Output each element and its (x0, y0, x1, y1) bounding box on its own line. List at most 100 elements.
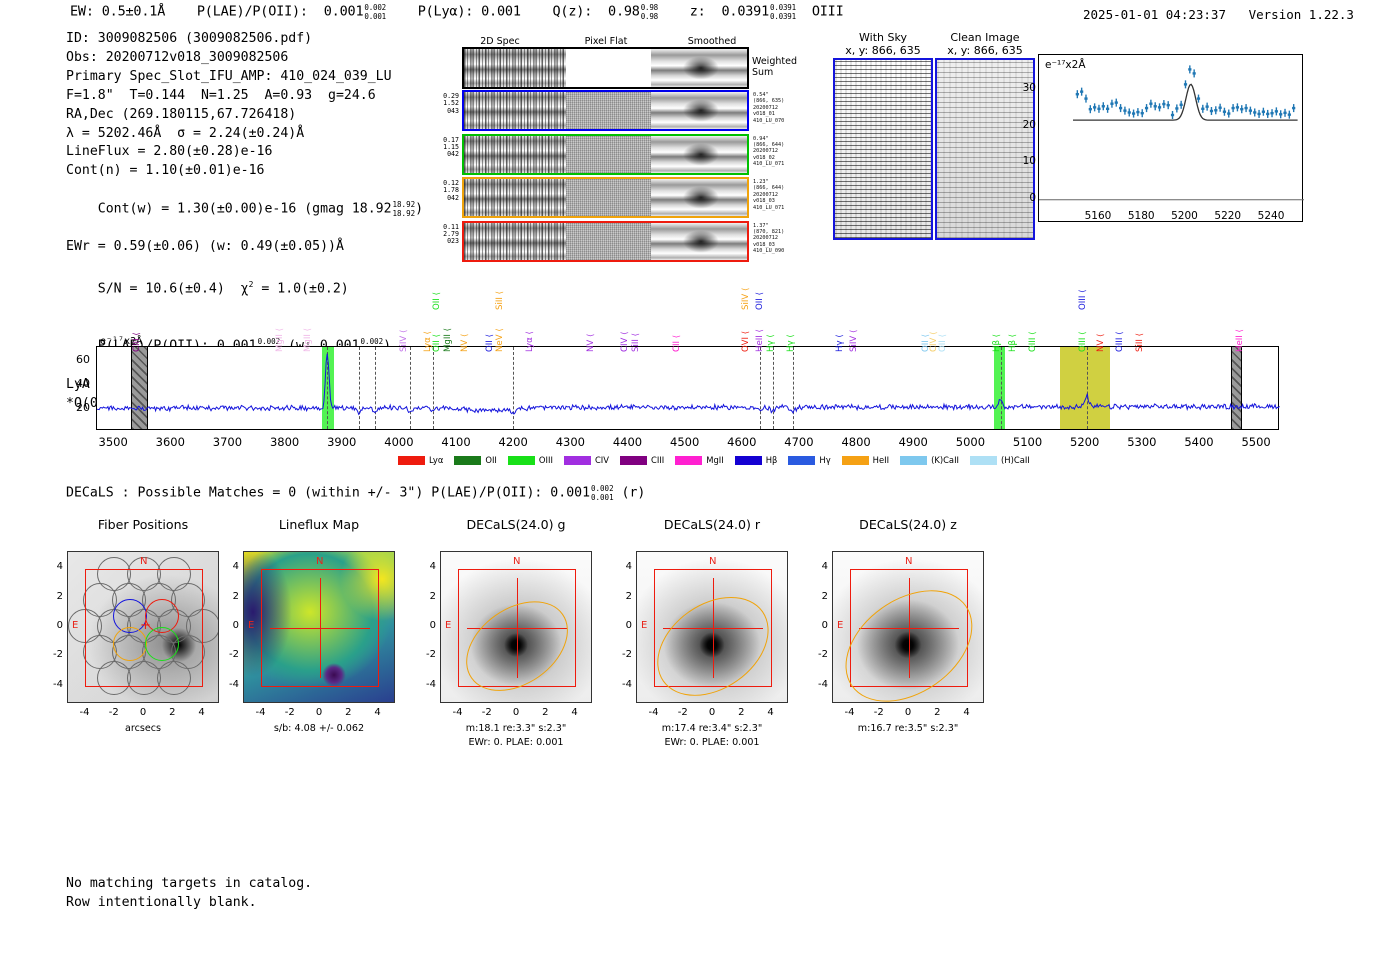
cutout-xtick: 0 (315, 707, 323, 718)
fiber-meta-value: 410_LU_071 (753, 161, 785, 168)
legend-entry: HeII (841, 455, 889, 465)
spectrum-line-label: Hγ ⟨ (766, 334, 777, 352)
spectrum-xtick: 5300 (1127, 435, 1157, 449)
spectrum-xtick: 4700 (784, 435, 814, 449)
cutout-xtick: 2 (738, 707, 745, 718)
cutout-caption-1: m:16.7 re:3.5" s:2.3" (857, 723, 959, 734)
header-plya: P(Lyα): 0.001 (417, 3, 521, 20)
cutout-ytick: 0 (429, 620, 436, 631)
crosshair-horizontal (466, 628, 568, 629)
full-spectrum-plot (96, 346, 1280, 430)
fiber-pixelflat (565, 135, 651, 173)
fiber-metric-value: 043 (447, 106, 459, 115)
spectrum-line-marker (759, 347, 761, 429)
legend-swatch (841, 455, 869, 465)
legend-label: CIV (594, 455, 609, 465)
legend-swatch (900, 455, 928, 465)
info-seeing: F=1.8" T=0.144 N=1.25 A=0.93 g=24.6 (66, 87, 376, 103)
spectrum-line-label: SiIV ⟨ (399, 329, 410, 352)
legend-swatch (788, 455, 816, 465)
fiber-meta-value: v018_02 (753, 154, 775, 161)
legend-swatch (970, 455, 998, 465)
spectrum-xtick: 5500 (1241, 435, 1271, 449)
fiber-metric-value: 1.78 (443, 186, 459, 195)
fiber-meta-value: 20200712 (753, 148, 778, 155)
legend-label: (K)CaII (931, 455, 960, 465)
zoomplot-unit-label: e⁻¹⁷x2Å (1045, 59, 1086, 71)
crosshair-vertical (320, 577, 321, 679)
spectrum-line-marker (1000, 347, 1002, 429)
header-version: Version 1.22.3 (1248, 7, 1354, 22)
cutout-pixels (244, 552, 394, 702)
zoomplot-canvas (1039, 65, 1304, 201)
spectrum-xtick: 3500 (98, 435, 128, 449)
cutout-caption-1: s/b: 4.08 +/- 0.062 (273, 723, 365, 734)
aperture-rect (850, 569, 968, 687)
fiber-meta-value: (866, 635) (753, 98, 785, 105)
spectrum-masked-band (1231, 347, 1242, 429)
cutout-xtick: -2 (284, 707, 295, 718)
spectrum-line-label: Lyα ⟨ (525, 331, 536, 352)
spectrum-line-label: SiII ⟨ (494, 291, 505, 310)
spectrum-line-label: OVI ⟨ (740, 330, 751, 352)
aperture-rect (458, 569, 576, 687)
info-id: ID: 3009082506 (3009082506.pdf) (66, 31, 313, 46)
info-snr: S/N = 10.6(±0.4) χ2 = 1.0(±0.2) (97, 280, 349, 297)
fiber-2dspec (464, 135, 566, 173)
compass-east: E (248, 620, 255, 631)
spectrum-line-label: MgII ⟨ (303, 327, 314, 352)
cutout-xtick: 0 (139, 707, 147, 718)
fiber-row-metrics: 0.11 2.79 023 (425, 222, 459, 246)
spectrum-unit-label: e⁻¹⁷x2Å (100, 336, 143, 347)
header-qz-bounds: 0.98 0.98 (640, 3, 658, 21)
spectrum-highlight-band (1059, 347, 1111, 429)
fiber-metric-value: 1.15 (443, 142, 459, 151)
spectrum-line-marker (410, 347, 412, 429)
fiber-spec-row (462, 177, 749, 218)
fiber-meta-value: 0.54" (753, 92, 769, 98)
fiber-meta-value: 1.23" (753, 179, 769, 185)
cutout-ytick: -4 (53, 678, 63, 690)
cutout-ytick: 2 (429, 590, 436, 602)
fiber-smoothed (650, 222, 747, 260)
fiber-row-metrics: 0.12 1.78 042 (425, 179, 459, 202)
info-cont-n: Cont(n) = 1.10(±0.01)e-16 (66, 163, 265, 179)
fiber-row-meta: 1.37" (870, 821) 20200712 v018_03 410_LU_090 (753, 223, 784, 255)
weighted-sum-smoothed (650, 49, 747, 87)
fiber-row-meta: 0.94" (866, 644) 20200712 v018_02 410_LU_071 (753, 136, 784, 168)
compass-north: N (513, 556, 521, 567)
fiber-metric-value: 0.11 (443, 222, 459, 231)
header-summary-line: EW: 0.5±0.1Å P(LAE)/P(OII): 0.001 0.002 0.… (70, 3, 844, 20)
fiber-circle (156, 660, 191, 695)
fiber-meta-value: 410_LU_090 (753, 248, 785, 255)
cutout-ytick: -4 (622, 678, 632, 690)
spectrum-ytick: 60 (76, 353, 90, 367)
fiber-metric-value: 042 (447, 193, 459, 202)
cutout-xtick: 4 (963, 707, 970, 718)
spectrum-line-label: MgII ⟨ (443, 327, 454, 352)
fiber-metric-value: 2.79 (443, 229, 459, 238)
cutout-xtick: -4 (844, 707, 855, 718)
cutout-ytick: -2 (426, 649, 436, 661)
cutout-ytick: 2 (821, 590, 828, 602)
fiber-circle-highlighted (145, 627, 179, 661)
fiber-meta-value: (866, 644) (753, 185, 785, 192)
cutout-pixels (441, 552, 591, 702)
spectrum-xtick: 3700 (212, 435, 243, 449)
cutout-caption-2: EWr: 0. PLAE: 0.001 (664, 737, 760, 748)
header-z-value: 0.0391 (721, 3, 770, 20)
spectrum-line-label: CIII ⟨ (131, 332, 142, 352)
fiber-spec-row (462, 220, 749, 262)
zoomplot-ytick: 30 (1022, 82, 1036, 95)
spectrum-line-label: NV ⟨ (1095, 333, 1106, 352)
cutout-xtick: 2 (542, 707, 549, 718)
cutout-xtick: -4 (452, 707, 463, 718)
clean-image-image (935, 58, 1035, 240)
legend-label: Hβ (765, 455, 778, 465)
weighted-sum-pixelflat (565, 49, 651, 87)
zoomplot-ytick: 10 (1022, 155, 1036, 168)
spectrum-line-label: OII ⟨ (485, 334, 496, 352)
spectrum-legend: Lyα OII OIII CIV CIII MgII Hβ Hγ HeII (K)CaII (H)C… (398, 455, 1041, 465)
